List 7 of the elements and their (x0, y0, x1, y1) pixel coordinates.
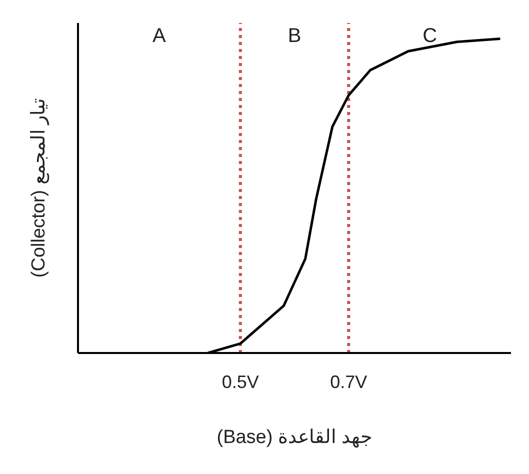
annotation: A (152, 25, 167, 48)
x-axis-title: جهد القاعدة (Base) (216, 427, 372, 448)
annotation: B (288, 25, 302, 48)
y-axis-title: تيار المجمع (Collector) (28, 98, 50, 278)
x-tick-label: 0.5V (222, 372, 259, 392)
annotation: C (422, 25, 438, 48)
x-tick-label: 0.7V (330, 372, 368, 392)
